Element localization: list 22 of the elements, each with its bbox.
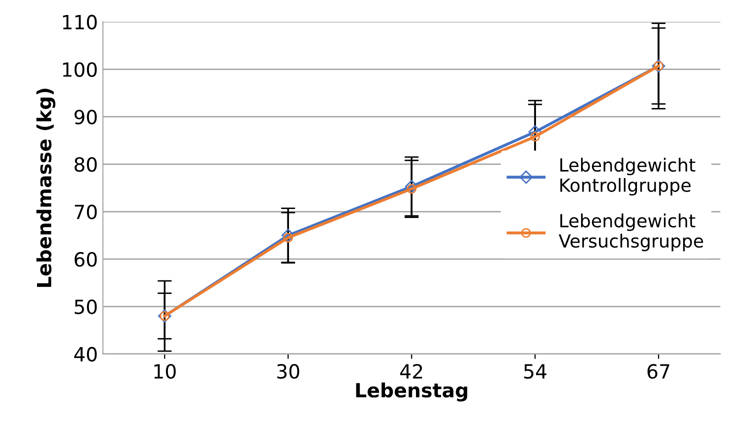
x-tick-label: 67 [648,364,670,379]
y-tick-label: 60 [74,252,97,267]
y-tick-label: 70 [74,204,97,220]
y-tick-label: 100 [63,62,97,77]
point [528,125,542,139]
point [282,228,295,242]
x-axis-title: Lebenstag [356,382,468,402]
point [283,232,293,243]
y-tick-label: 40 [74,346,97,362]
x-tick-label: 30 [277,364,300,379]
x-tick-label: 42 [400,364,422,378]
y-tick-label: 80 [74,157,97,172]
y-axis-title: Lebendmasse (kg) [36,88,56,287]
point [405,180,418,194]
y-tick-label: 90 [74,110,97,124]
x-tick-label: 10 [154,364,176,379]
y-tick-label: 50 [74,299,97,314]
x-tick-label: 54 [524,364,546,379]
legend-label: Lebendgewicht Kontrollgruppe [560,158,696,196]
legend-label: Lebendgewicht Versuchsgruppe [558,214,704,252]
point [406,184,416,194]
y-tick-label: 110 [63,14,97,30]
